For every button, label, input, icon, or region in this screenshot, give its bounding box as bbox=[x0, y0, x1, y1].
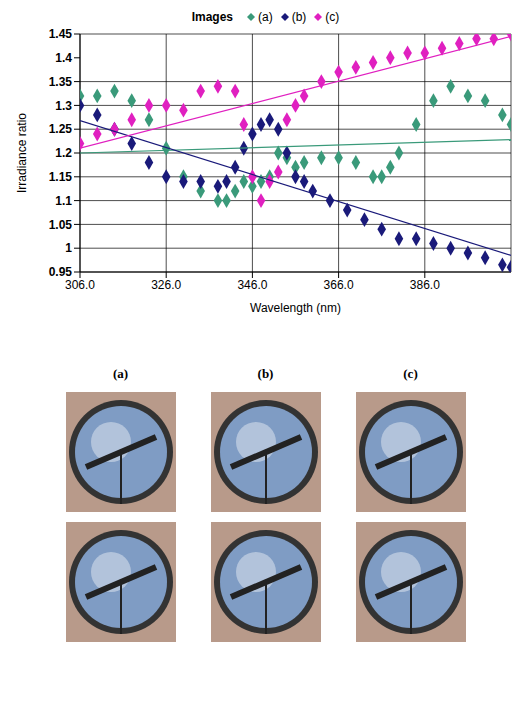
svg-text:1.4: 1.4 bbox=[55, 51, 72, 65]
svg-text:1.45: 1.45 bbox=[49, 27, 73, 41]
svg-text:Wavelength (nm): Wavelength (nm) bbox=[250, 301, 341, 315]
svg-text:0.95: 0.95 bbox=[49, 265, 73, 279]
svg-text:366.0: 366.0 bbox=[324, 278, 354, 292]
svg-text:306.0: 306.0 bbox=[65, 278, 95, 292]
svg-text:346.0: 346.0 bbox=[237, 278, 267, 292]
svg-text:Irradiance ratio: Irradiance ratio bbox=[15, 113, 29, 193]
html-text:(a): (a) bbox=[112, 366, 129, 381]
html-text:(c): (c) bbox=[403, 366, 418, 381]
svg-text:1.1: 1.1 bbox=[55, 194, 72, 208]
svg-text:1.3: 1.3 bbox=[55, 99, 72, 113]
svg-text:326.0: 326.0 bbox=[151, 278, 181, 292]
svg-text:386.0: 386.0 bbox=[410, 278, 440, 292]
svg-text:1.25: 1.25 bbox=[49, 122, 73, 136]
html-text:(c): (c) bbox=[325, 10, 340, 24]
html-text:Images: Images bbox=[191, 10, 233, 24]
svg-text:1.2: 1.2 bbox=[55, 146, 72, 160]
html-text:(b): (b) bbox=[291, 10, 307, 24]
svg-text:1.15: 1.15 bbox=[49, 170, 73, 184]
svg-text:1.35: 1.35 bbox=[49, 75, 73, 89]
svg-text:1.05: 1.05 bbox=[49, 218, 73, 232]
html-text:(b): (b) bbox=[257, 366, 274, 381]
html-text:(a): (a) bbox=[258, 10, 273, 24]
svg-text:1: 1 bbox=[65, 241, 72, 255]
